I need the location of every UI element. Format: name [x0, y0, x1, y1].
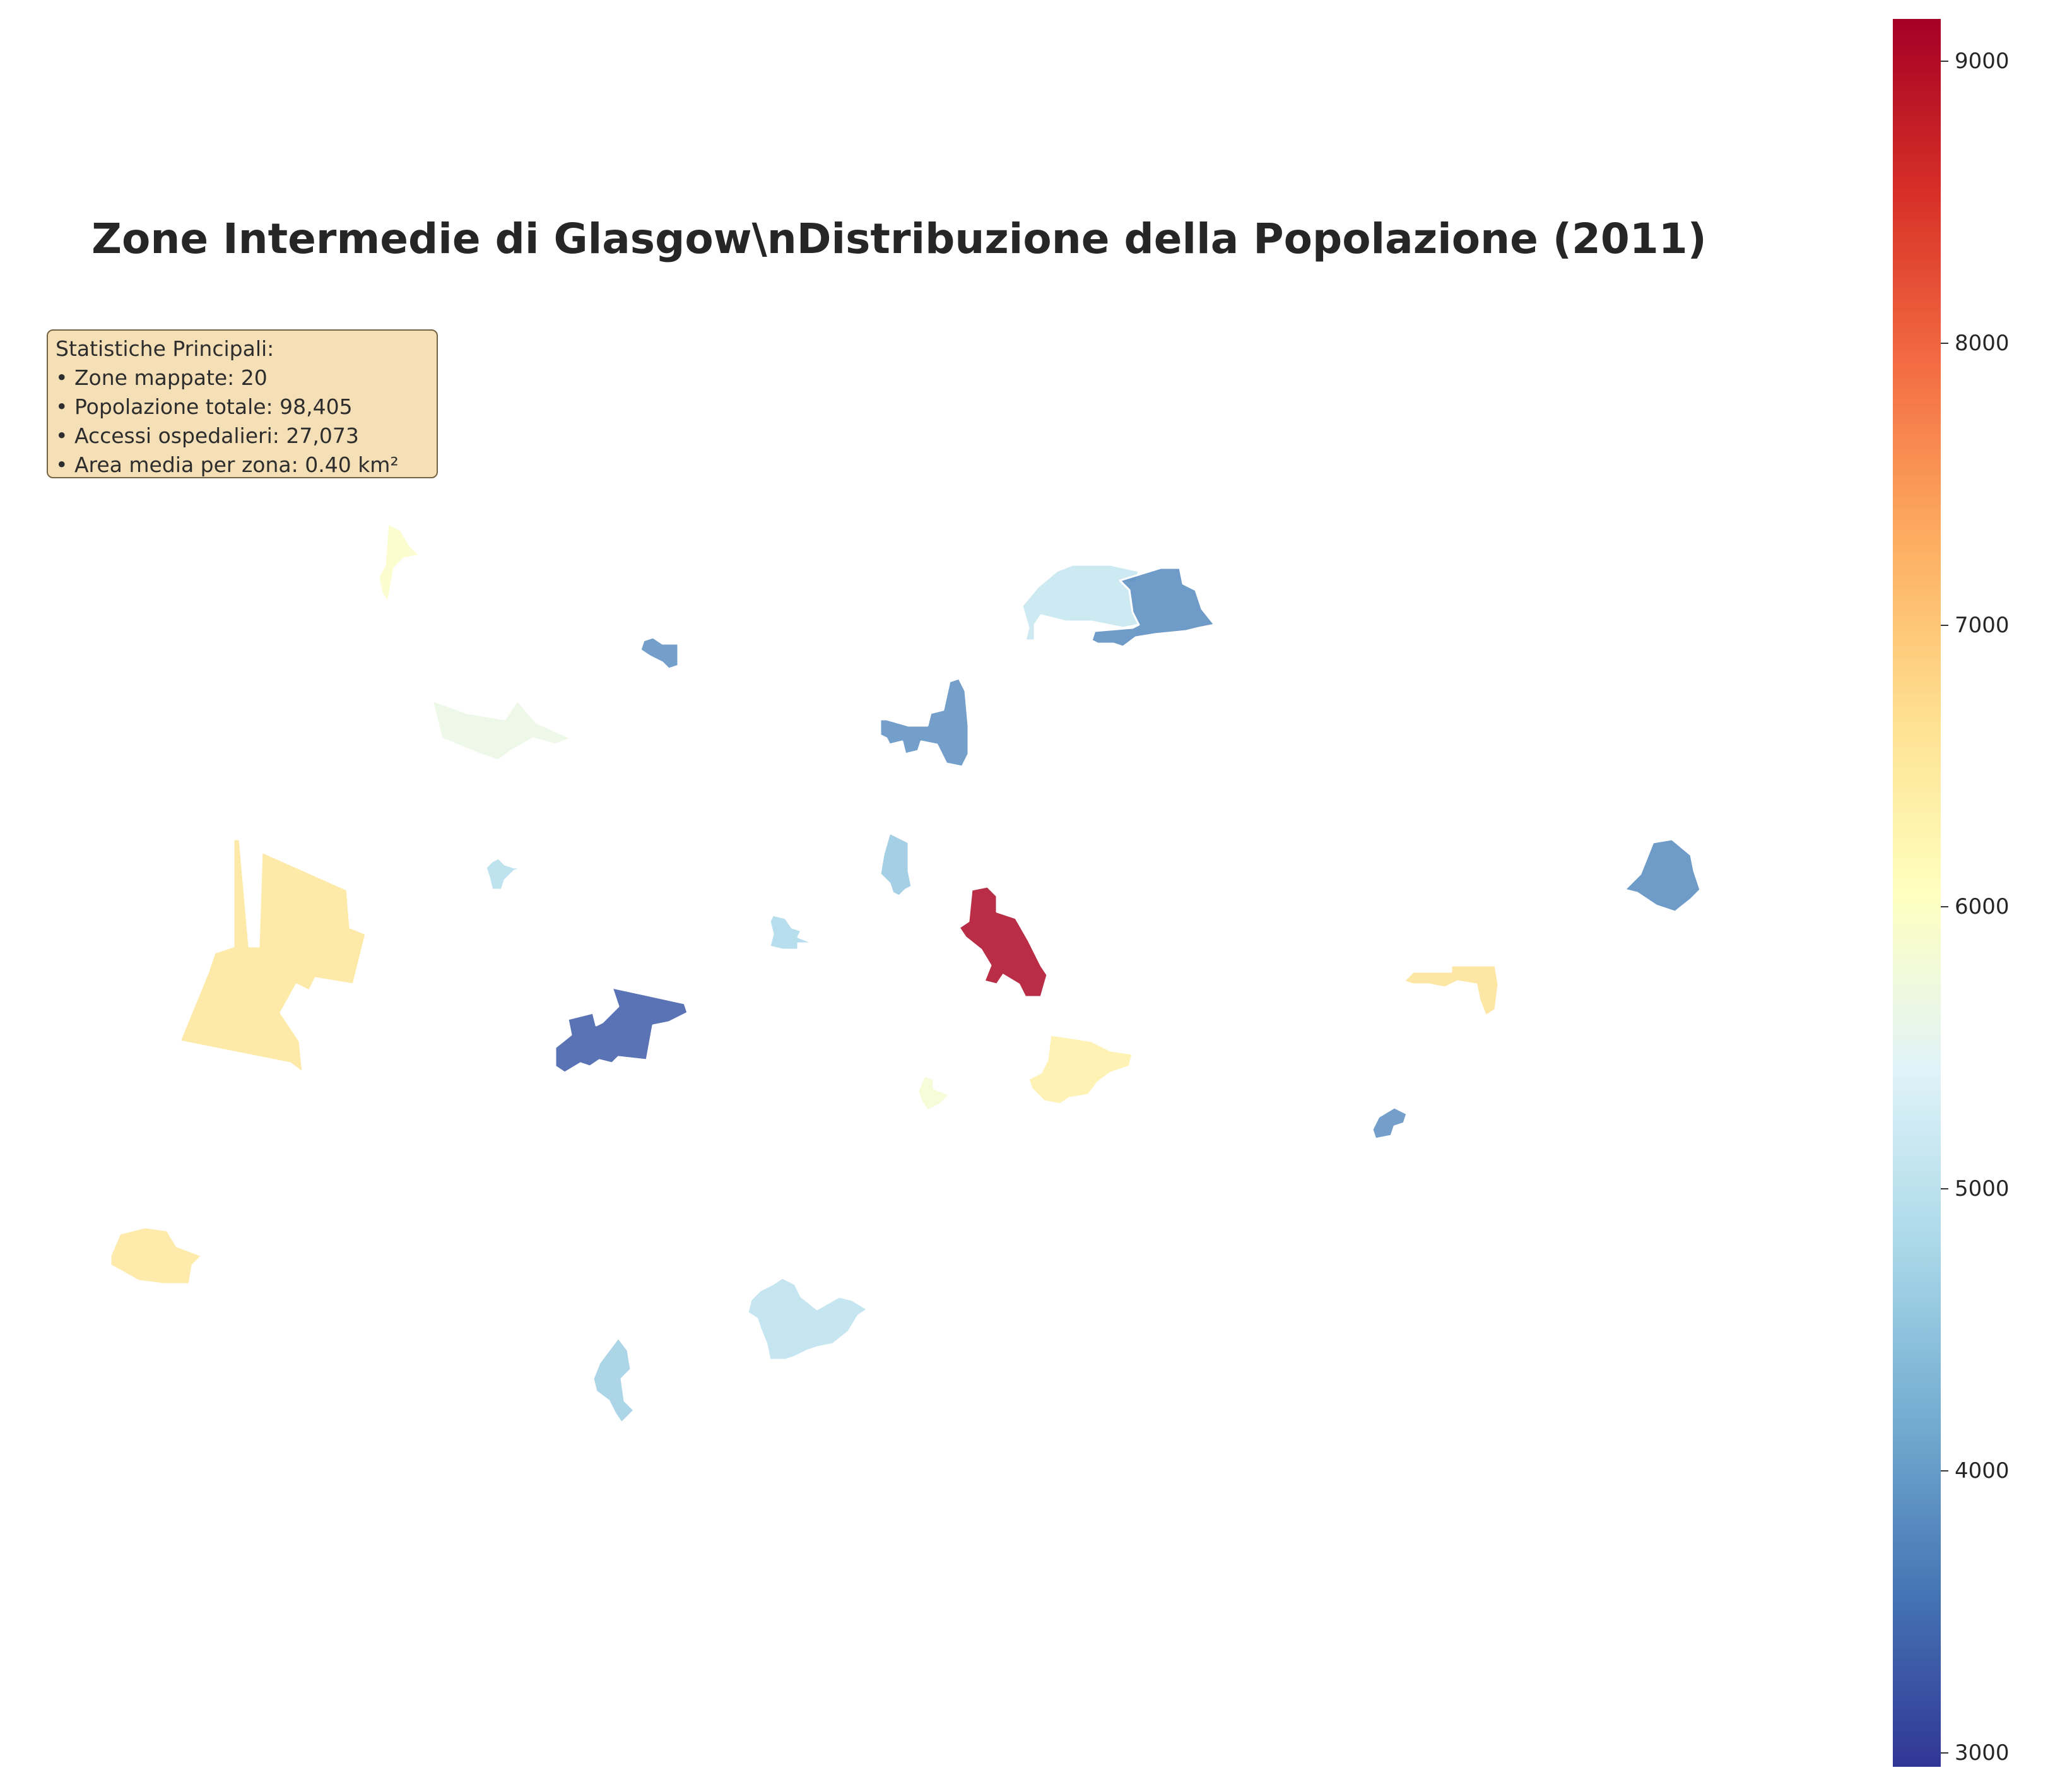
colorbar-tick-label: 7000 — [1955, 612, 2010, 638]
zone-polygon — [554, 986, 689, 1074]
zone-polygon — [1021, 563, 1140, 642]
colorbar-tick-label: 6000 — [1955, 894, 2010, 920]
colorbar-tick — [1941, 1470, 1948, 1471]
map-title: Zone Intermedie di Glasgow\nDistribuzion… — [91, 215, 1707, 263]
stats-heading: Statistiche Principali: — [56, 336, 274, 361]
zone-polygon — [879, 832, 913, 897]
zone-polygon — [746, 1277, 869, 1361]
colorbar-tick-label: 5000 — [1955, 1176, 2010, 1202]
zone-polygon — [485, 857, 525, 891]
zone-polygon — [377, 522, 421, 604]
zone-polygon — [768, 914, 815, 951]
colorbar-tick — [1941, 1188, 1948, 1190]
colorbar-tick — [1941, 342, 1948, 344]
stats-line-population: • Popolazione totale: 98,405 — [56, 394, 353, 419]
stats-line-area: • Area media per zona: 0.40 km² — [56, 452, 399, 477]
zone-polygon — [592, 1336, 635, 1424]
stats-box: Statistiche Principali: • Zone mappate: … — [47, 329, 438, 478]
zone-polygon — [917, 1075, 951, 1112]
zone-polygon — [958, 885, 1049, 998]
zone-polygon — [109, 1226, 203, 1285]
zone-polygon — [879, 677, 970, 768]
zone-polygon — [639, 636, 680, 670]
colorbar-tick — [1941, 61, 1948, 62]
zone-polygon — [1371, 1106, 1408, 1140]
zone-polygon — [431, 699, 572, 762]
stats-line-hospital: • Accessi ospedalieri: 27,073 — [56, 423, 359, 448]
colorbar-tick — [1941, 624, 1948, 626]
colorbar-tick — [1941, 1752, 1948, 1754]
stats-line-zones: • Zone mappate: 20 — [56, 365, 268, 390]
colorbar-tick — [1941, 906, 1948, 908]
colorbar-tick-label: 4000 — [1955, 1458, 2010, 1483]
colorbar-tick-label: 9000 — [1955, 49, 2010, 74]
colorbar — [1893, 19, 1941, 1767]
zone-polygon — [1027, 1034, 1134, 1106]
zone-polygon — [1403, 964, 1500, 1017]
colorbar-tick-label: 3000 — [1955, 1740, 2010, 1766]
zone-polygon — [179, 838, 367, 1074]
colorbar-tick-label: 8000 — [1955, 330, 2010, 356]
zone-polygon — [1090, 567, 1216, 648]
zone-polygon — [1623, 838, 1702, 913]
